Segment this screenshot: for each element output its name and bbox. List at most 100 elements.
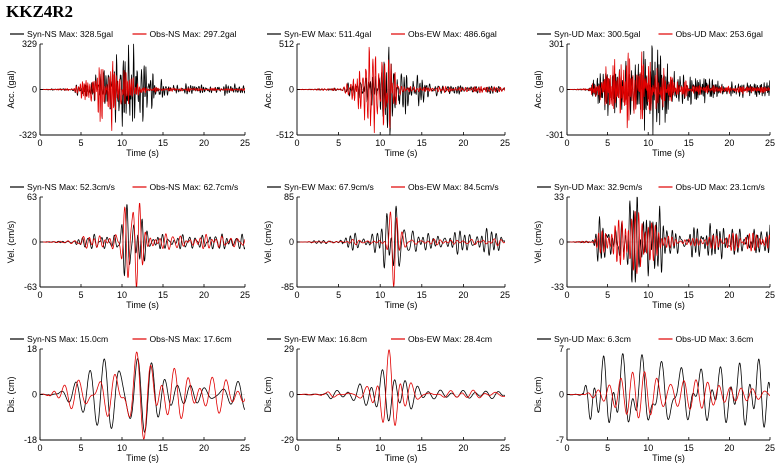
legend-entry-obs-ew: Obs-EW Max: 84.5cm/s [391,182,499,192]
legend-label: Obs-NS Max: 297.2gal [150,29,237,39]
y-axis-label: Acc. (gal) [263,70,273,108]
y-axis-label: Dis. (cm) [6,377,16,413]
x-axis-label: Time (s) [652,148,685,158]
legend-label: Syn-UD Max: 6.3cm [554,334,631,344]
legend-entry-obs-ns: Obs-NS Max: 17.6cm [132,334,232,344]
x-tick-label: 15 [417,290,427,300]
x-tick-label: 10 [117,443,127,453]
x-tick-label: 5 [605,443,610,453]
series-obs-ew [297,46,505,134]
y-tick-label: 329 [22,39,37,49]
legend-label: Obs-EW Max: 28.4cm [408,334,492,344]
x-axis-label: Time (s) [126,148,159,158]
legend-entry-syn-ew: Syn-EW Max: 511.4gal [267,29,371,39]
y-tick-label: 29 [284,344,294,354]
x-axis-label: Time (s) [385,148,418,158]
x-tick-label: 20 [199,138,209,148]
legend-entry-syn-ud: Syn-UD Max: 32.9cm/s [537,182,642,192]
y-axis-label: Dis. (cm) [533,377,543,413]
y-tick-label: -18 [24,435,37,445]
y-tick-label: 0 [32,237,37,247]
series-syn-ns [40,358,245,433]
x-tick-label: 0 [37,443,42,453]
y-axis-label: Acc. (gal) [6,70,16,108]
x-tick-label: 10 [643,443,653,453]
x-tick-label: 0 [294,443,299,453]
series-syn-ns [40,43,245,127]
legend-label: Syn-NS Max: 52.3cm/s [27,182,115,192]
y-tick-label: 0 [559,237,564,247]
y-tick-label: 0 [559,390,564,400]
y-tick-label: -329 [19,130,37,140]
y-tick-label: -85 [281,282,294,292]
x-tick-label: 5 [336,443,341,453]
legend-label: Syn-EW Max: 511.4gal [284,29,371,39]
y-tick-label: 0 [32,390,37,400]
legend-label: Syn-NS Max: 328.5gal [27,29,113,39]
y-tick-label: 85 [284,192,294,202]
y-axis-label: Vel. (cm/s) [263,221,273,264]
legend-entry-syn-ew: Syn-EW Max: 16.8cm [267,334,367,344]
x-tick-label: 5 [336,138,341,148]
x-axis-label: Time (s) [385,300,418,310]
x-tick-label: 25 [765,138,775,148]
x-tick-label: 5 [78,138,83,148]
x-tick-label: 0 [564,138,569,148]
y-tick-label: 63 [27,192,37,202]
y-tick-label: 301 [549,39,564,49]
legend-label: Syn-UD Max: 32.9cm/s [554,182,642,192]
legend-label: Obs-EW Max: 84.5cm/s [408,182,499,192]
x-tick-label: 5 [605,138,610,148]
legend-label: Obs-UD Max: 253.6gal [676,29,763,39]
x-tick-label: 20 [724,290,734,300]
x-tick-label: 0 [294,290,299,300]
x-tick-label: 15 [684,138,694,148]
x-tick-label: 25 [240,443,250,453]
x-tick-label: 5 [336,290,341,300]
legend-entry-syn-ew: Syn-EW Max: 67.9cm/s [267,182,374,192]
y-axis-label: Acc. (gal) [533,70,543,108]
y-tick-label: 7 [559,344,564,354]
x-tick-label: 20 [724,443,734,453]
legend-label: Syn-EW Max: 16.8cm [284,334,367,344]
y-tick-label: -29 [281,435,294,445]
x-axis-label: Time (s) [385,453,418,463]
y-axis-label: Vel. (cm/s) [533,221,543,264]
x-tick-label: 15 [417,443,427,453]
x-axis-label: Time (s) [126,453,159,463]
x-tick-label: 15 [158,443,168,453]
x-axis-label: Time (s) [652,453,685,463]
legend-label: Obs-EW Max: 486.6gal [408,29,497,39]
legend-entry-syn-ns: Syn-NS Max: 328.5gal [10,29,113,39]
x-tick-label: 0 [564,443,569,453]
x-axis-label: Time (s) [652,300,685,310]
x-tick-label: 0 [37,290,42,300]
legend-entry-obs-ud: Obs-UD Max: 3.6cm [658,334,753,344]
x-tick-label: 5 [78,290,83,300]
legend-entry-obs-ew: Obs-EW Max: 28.4cm [391,334,492,344]
y-tick-label: 33 [554,192,564,202]
x-tick-label: 10 [375,138,385,148]
x-tick-label: 10 [375,290,385,300]
x-tick-label: 10 [375,443,385,453]
y-tick-label: 0 [32,85,37,95]
legend-label: Syn-NS Max: 15.0cm [27,334,108,344]
y-tick-label: -63 [24,282,37,292]
legend-label: Obs-UD Max: 23.1cm/s [676,182,765,192]
y-tick-label: -512 [276,130,294,140]
x-tick-label: 5 [78,443,83,453]
series-obs-ns [40,202,245,288]
x-tick-label: 15 [158,138,168,148]
series-obs-ns [40,61,245,131]
legend-label: Obs-NS Max: 62.7cm/s [150,182,239,192]
y-tick-label: 18 [27,344,37,354]
legend-entry-syn-ud: Syn-UD Max: 6.3cm [537,334,631,344]
x-tick-label: 25 [500,290,510,300]
x-tick-label: 10 [117,138,127,148]
